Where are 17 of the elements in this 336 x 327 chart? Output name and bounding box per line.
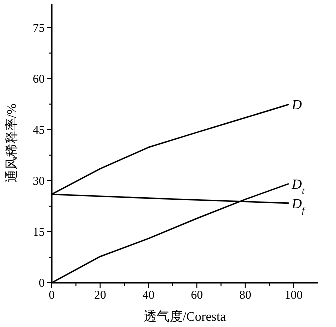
y-axis-title: 通风稀释率/% (4, 104, 19, 184)
x-tick-label: 0 (49, 288, 55, 302)
x-axis-title: 透气度/Coresta (144, 309, 226, 324)
x-tick-label: 60 (191, 288, 204, 302)
series-label: D$_{f}$ (290, 197, 306, 216)
y-tick-label: 60 (33, 72, 45, 86)
x-tick-label: 20 (94, 288, 106, 302)
y-tick-label: 0 (39, 276, 45, 290)
y-tick-label: 45 (33, 122, 45, 137)
series-label: D (290, 98, 302, 114)
series-label: D$_{t}$ (290, 178, 306, 196)
x-tick-label: 100 (284, 288, 303, 302)
y-tick-label: 75 (33, 20, 45, 35)
y-tick-label: 30 (33, 174, 45, 188)
y-tick-label: 15 (33, 224, 45, 239)
x-tick-label: 40 (142, 288, 155, 302)
x-tick-label: 80 (239, 288, 252, 302)
